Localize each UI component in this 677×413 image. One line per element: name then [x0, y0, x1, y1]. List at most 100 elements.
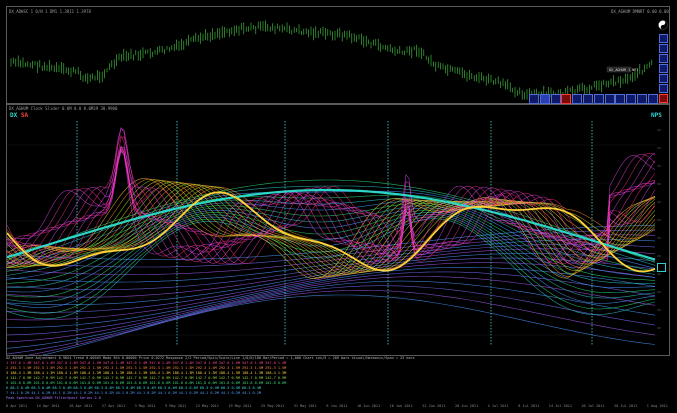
timeframe-buttons-horizontal	[529, 93, 659, 105]
tf-icon[interactable]	[659, 94, 668, 103]
cycle-line-slow	[7, 271, 656, 336]
tf-icon[interactable]	[593, 94, 604, 104]
cycle-chart-panel[interactable]: DX_AGHUM Clock Slider 0.0M 0.0 0.0M39 30…	[6, 104, 670, 356]
candle-group	[10, 20, 653, 101]
nps-label: NPS	[651, 112, 662, 119]
stats-row: 4 142.7 0.9M 142.7 0.9M 142.7 0.9M 142.7…	[6, 376, 287, 380]
cycle-line-spike	[7, 149, 656, 265]
cycle-line-spike	[7, 128, 656, 264]
cycle-line-fast	[7, 179, 656, 278]
stats-header: DX_AGHUM Zone Adjustment 0.96G4 Trend 0.…	[6, 356, 415, 360]
tf-icon[interactable]	[561, 94, 572, 104]
tf-icon[interactable]	[572, 94, 583, 104]
cycle-line-slow	[7, 285, 656, 355]
tf-icon[interactable]	[583, 94, 593, 104]
timeframe-buttons-vertical	[658, 34, 669, 104]
time-label: 28 Jun 2011	[454, 404, 479, 408]
stats-row: 2 292.3 1.5M 292.3 1.5M 292.3 1.5M 292.3…	[6, 366, 287, 370]
time-label: 26 Jul 2011	[614, 404, 638, 408]
cycle-line-spike	[7, 145, 656, 265]
tf-icon[interactable]	[550, 94, 561, 104]
cycle-line-spike	[7, 134, 656, 264]
tf-icon[interactable]	[659, 44, 668, 53]
stats-row: 7 44.1 0.2M 44.1 0.2M 44.1 0.2M 44.1 0.2…	[6, 391, 261, 395]
price-chart-title: DX_ADHSC 1 D/N 1 DM1 1.3RI1 1.3978	[9, 9, 91, 14]
time-label: 20 Jul 2011	[581, 404, 605, 408]
cycle-line-mid	[7, 211, 656, 303]
tf-icon[interactable]	[529, 94, 539, 104]
tf-icon[interactable]	[637, 94, 647, 104]
cycle-line-spike	[7, 145, 656, 264]
tf-icon[interactable]	[539, 94, 550, 104]
cycle-line-slow	[42, 294, 656, 355]
time-label: 25 May 2011	[261, 404, 285, 408]
cycle-line-fast	[7, 180, 656, 276]
time-label: 20 Apr 2011	[69, 404, 93, 408]
tf-icon[interactable]	[604, 94, 615, 104]
cycle-line-slow	[7, 267, 656, 328]
time-label: 16 Jun 2011	[389, 404, 413, 408]
cycle-line-mid	[7, 185, 656, 266]
cycle-line-mid	[7, 194, 656, 272]
cycle-line-fast	[7, 185, 656, 272]
sa-legend-label: SA	[20, 112, 29, 119]
tf-icon[interactable]	[659, 84, 668, 93]
time-label: 10 Jun 2011	[356, 404, 381, 408]
price-tag-text: DX_AGHUM 1 NRT	[609, 68, 639, 72]
tf-icon[interactable]	[626, 94, 637, 104]
time-axis: 8 Apr 2011 14 Apr 2011 20 Apr 2011 27 Apr 2…	[6, 404, 668, 412]
cycle-line-slow	[7, 280, 656, 349]
cycle-line-fast	[7, 178, 656, 279]
time-label: 6 Jun 2011	[326, 404, 348, 408]
time-label: 22 Jun 2011	[422, 404, 446, 408]
cycle-line-slow	[27, 290, 656, 355]
time-label: 8 Jul 2011	[518, 404, 540, 408]
dx-main-line	[7, 188, 656, 261]
series-legend: DX SA	[10, 112, 28, 119]
tf-icon[interactable]	[647, 94, 658, 104]
time-label: 1 Aug 2011	[646, 404, 668, 408]
time-label: 14 Jul 2011	[548, 404, 572, 408]
price-chart-panel[interactable]: DX_ADHSC 1 D/N 1 DM1 1.3RI1 1.3978 DX_AG…	[6, 6, 670, 104]
stats-row: 1 347.0 1.4M 347.0 1.4M 347.0 1.4M 347.0…	[6, 361, 287, 365]
time-label: 9 May 2011	[165, 404, 187, 408]
cycle-line-slow	[7, 276, 656, 343]
cycle-line-mid	[7, 179, 656, 263]
cycle-line-slow	[7, 262, 656, 321]
cycle-axis	[657, 129, 661, 329]
cycle-line-fast	[7, 182, 656, 275]
cycle-line-spike	[7, 127, 656, 264]
price-tag: DX_AGHUM 1 NRT	[606, 66, 639, 73]
yin-yang-icon[interactable]	[658, 20, 668, 30]
cycle-line-spike	[7, 136, 656, 264]
cycle-line-spike	[7, 147, 656, 264]
cycle-line-fast	[7, 183, 656, 274]
stats-row: 5 101.8 0.6M 101.8 0.6M 101.8 0.6M 101.8…	[6, 381, 287, 385]
sa-main-line	[7, 191, 656, 273]
time-label: 27 Apr 2011	[101, 404, 126, 408]
cycle-line-mid	[7, 197, 656, 276]
tf-icon[interactable]	[615, 94, 626, 104]
stats-row: Peak Spectrum DX_AGHUM FilterSpect Serie…	[6, 396, 101, 400]
time-label: 3 May 2011	[134, 404, 156, 408]
tf-icon[interactable]	[659, 74, 668, 83]
tf-icon[interactable]	[659, 34, 668, 43]
cycle-chart-header: DX_AGHUM Clock Slider 0.0M 0.0 0.0M39 30…	[9, 106, 118, 111]
cycle-lines	[7, 127, 656, 355]
tf-icon[interactable]	[659, 64, 668, 73]
price-candles: DX_AGHUM 1 NRT	[10, 20, 653, 101]
tf-icon[interactable]	[659, 54, 668, 63]
dx-legend-label: DX	[10, 112, 18, 119]
cycle-line-slow	[7, 253, 656, 305]
time-label: 31 May 2011	[293, 404, 317, 408]
stats-row: 3 188.4 1.3M 188.4 1.3M 188.4 1.3M 188.4…	[6, 371, 287, 375]
stats-rows: 1 347.0 1.4M 347.0 1.4M 347.0 1.4M 347.0…	[6, 361, 668, 401]
time-label: 14 Apr 2011	[36, 404, 60, 408]
cycle-line-fast	[7, 182, 656, 274]
chart-scroll-marker[interactable]	[657, 263, 666, 272]
time-label: 19 May 2011	[228, 404, 252, 408]
stats-table: DX_AGHUM Zone Adjustment 0.96G4 Trend 0.…	[6, 356, 668, 404]
time-label: 4 Jul 2011	[487, 404, 509, 408]
cycle-line-fast	[7, 186, 656, 271]
